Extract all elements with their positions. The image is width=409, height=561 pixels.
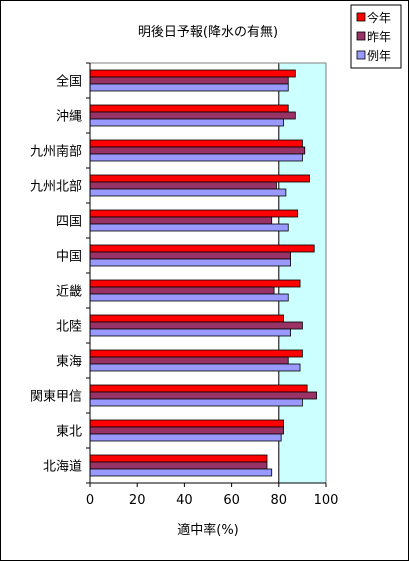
bar-3-series-3 (89, 153, 303, 162)
category-label: 北陸 (56, 319, 82, 335)
bar-12-series-2 (89, 461, 268, 470)
bar-9-series-3 (89, 363, 301, 372)
legend-label-3: 例年 (367, 49, 391, 63)
bar-10-series-1 (89, 384, 308, 393)
x-tick-label: 60 (223, 493, 240, 508)
bar-8-series-2 (89, 321, 303, 330)
bar-2-series-1 (89, 104, 289, 113)
category-label: 沖縄 (56, 110, 82, 125)
bar-5-series-1 (89, 209, 299, 218)
category-label: 九州北部 (30, 180, 82, 195)
bar-6-series-3 (89, 258, 292, 267)
category-label: 中国 (56, 250, 82, 265)
bar-2-series-3 (89, 118, 284, 127)
category-label: 四国 (56, 215, 82, 230)
bar-1-series-3 (89, 83, 289, 92)
bar-5-series-3 (89, 223, 289, 232)
bar-2-series-2 (89, 111, 296, 120)
x-tick-label: 100 (314, 493, 339, 508)
bar-11-series-1 (89, 419, 284, 428)
plot-shaded-region (278, 63, 326, 483)
chart-title: 明後日予報(降水の有無) (138, 25, 278, 40)
bar-7-series-3 (89, 293, 289, 302)
x-tick-label: 80 (271, 493, 288, 508)
x-tick-label: 0 (86, 493, 94, 508)
category-label: 北海道 (43, 460, 82, 475)
bar-10-series-2 (89, 391, 317, 400)
category-label: 関東甲信 (30, 389, 82, 405)
bar-4-series-1 (89, 174, 310, 183)
bar-3-series-2 (89, 146, 306, 155)
bar-4-series-3 (89, 188, 287, 197)
category-label: 東北 (56, 424, 82, 440)
bar-12-series-3 (89, 468, 273, 477)
category-label: 九州南部 (30, 144, 82, 160)
x-tick-label: 20 (129, 493, 146, 508)
bar-1-series-2 (89, 76, 289, 85)
legend-label-2: 昨年 (367, 30, 391, 44)
category-label: 東海 (56, 354, 82, 370)
bar-8-series-1 (89, 314, 284, 323)
bar-11-series-2 (89, 426, 284, 435)
bar-11-series-3 (89, 433, 282, 442)
bar-7-series-2 (89, 286, 275, 295)
bar-7-series-1 (89, 279, 301, 288)
legend-swatch-3 (356, 50, 366, 60)
legend-swatch-1 (356, 12, 366, 22)
bar-9-series-2 (89, 356, 289, 365)
bar-1-series-1 (89, 69, 296, 78)
bar-12-series-1 (89, 454, 268, 463)
bar-4-series-2 (89, 181, 277, 190)
x-tick-label: 40 (176, 493, 193, 508)
legend-label-1: 今年 (367, 10, 391, 25)
bar-5-series-2 (89, 216, 273, 225)
bar-6-series-1 (89, 244, 315, 253)
category-label: 全国 (56, 74, 82, 90)
bar-8-series-3 (89, 328, 292, 337)
legend-swatch-2 (356, 31, 366, 41)
bar-6-series-2 (89, 251, 292, 260)
bar-9-series-1 (89, 349, 303, 358)
bar-3-series-1 (89, 139, 303, 148)
bar-10-series-3 (89, 398, 303, 407)
category-label: 近畿 (56, 285, 82, 300)
x-axis-label: 適中率(%) (177, 522, 239, 538)
